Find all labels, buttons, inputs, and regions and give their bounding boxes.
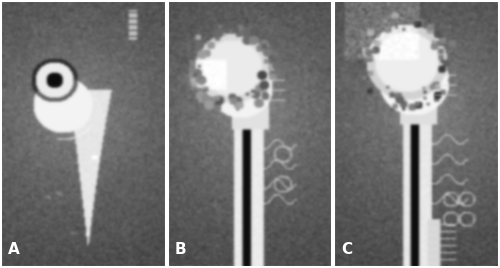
Text: B: B	[174, 242, 186, 257]
Text: A: A	[8, 242, 20, 257]
Text: C: C	[341, 242, 352, 257]
